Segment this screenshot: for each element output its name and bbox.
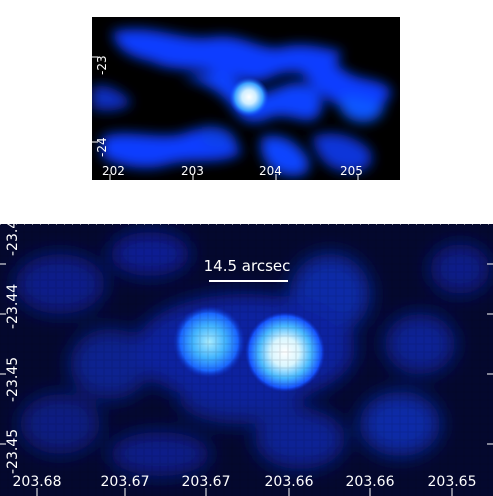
bottom-y-tick-1: -23.44 xyxy=(5,284,21,329)
top-sky-map-svg: 202 203 204 205 -23 -24 xyxy=(92,17,400,180)
top-x-tick-3: 205 xyxy=(340,164,363,178)
bottom-x-tick-4: 203.66 xyxy=(346,474,395,490)
bottom-y-tick-2: -23.45 xyxy=(5,357,21,402)
top-y-tick-1: -24 xyxy=(95,137,109,157)
bright-source-top xyxy=(229,77,269,117)
bottom-x-tick-2: 203.67 xyxy=(182,474,231,490)
top-x-tick-2: 204 xyxy=(259,164,282,178)
top-sky-map: 202 203 204 205 -23 -24 xyxy=(92,17,400,180)
bottom-x-tick-0: 203.68 xyxy=(13,474,62,490)
bottom-ticks xyxy=(0,224,493,496)
bottom-y-tick-0: -23.4 xyxy=(5,224,21,256)
bottom-x-tick-5: 203.65 xyxy=(428,474,477,490)
bottom-x-tick-3: 203.66 xyxy=(265,474,314,490)
top-ticks xyxy=(92,56,359,180)
diffuse-emission xyxy=(92,29,392,177)
bottom-sky-map-svg: 14.5 arcsec 203.68 203.67 203.67 203.66 … xyxy=(0,224,493,496)
bottom-x-tick-1: 203.67 xyxy=(101,474,150,490)
top-x-tick-0: 202 xyxy=(102,164,125,178)
scale-bar-label: 14.5 arcsec xyxy=(204,257,291,275)
top-y-tick-0: -23 xyxy=(95,55,109,75)
bottom-sky-map: 14.5 arcsec 203.68 203.67 203.67 203.66 … xyxy=(0,224,493,496)
bottom-y-tick-3: -23.45 xyxy=(5,429,21,474)
top-x-tick-1: 203 xyxy=(181,164,204,178)
